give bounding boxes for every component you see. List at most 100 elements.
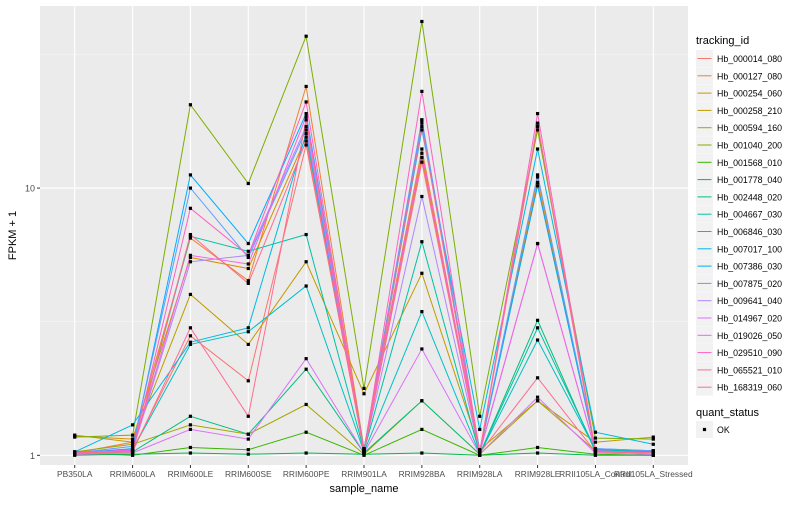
axes: 1 10 PB350LA RRIM600LA RRIM600LE RRIM600SE RRI… <box>25 184 693 479</box>
data-point <box>304 402 308 407</box>
data-point <box>73 451 77 455</box>
data-point <box>246 432 250 436</box>
x-tick-label: RRIM600LA <box>110 469 156 479</box>
data-point <box>130 444 135 448</box>
data-point <box>535 376 540 380</box>
data-point <box>246 452 250 456</box>
x-tick-label: RRIM600PE <box>283 469 330 479</box>
data-point <box>246 181 250 186</box>
data-point <box>420 240 424 244</box>
legend-item: Hb_004667_030 <box>696 205 782 223</box>
data-point <box>362 392 366 396</box>
data-point <box>304 131 308 136</box>
legend-label: Hb_006846_030 <box>717 227 782 237</box>
data-point <box>304 367 308 371</box>
data-point <box>535 147 540 151</box>
data-point <box>188 186 193 190</box>
data-point <box>130 437 135 441</box>
data-point <box>304 139 308 143</box>
data-point <box>304 143 308 147</box>
data-point <box>246 379 250 383</box>
data-point <box>304 128 308 132</box>
data-point <box>535 399 540 403</box>
data-point <box>246 279 250 283</box>
data-point <box>188 232 193 237</box>
legend-label: Hb_009641_040 <box>717 296 782 306</box>
legend-label: Hb_000258_210 <box>717 106 782 116</box>
data-point <box>188 340 193 344</box>
data-point <box>535 241 540 246</box>
data-point <box>535 445 540 450</box>
data-point <box>188 326 193 330</box>
data-point <box>420 156 424 160</box>
data-point <box>420 128 424 132</box>
legend-item: Hb_007875_020 <box>696 274 782 292</box>
data-point <box>304 135 308 139</box>
x-tick-label: RRIM928LA <box>457 469 503 479</box>
data-point <box>130 450 135 454</box>
data-point <box>246 249 250 253</box>
data-point <box>420 427 424 432</box>
y-axis-title: FPKM + 1 <box>7 211 19 260</box>
legend-item: Hb_007017_100 <box>696 240 782 258</box>
legend-label: Hb_019026_050 <box>717 331 782 341</box>
data-point <box>188 260 193 264</box>
data-point <box>478 427 482 432</box>
data-point <box>246 281 250 285</box>
data-point <box>246 414 250 418</box>
data-point <box>535 184 540 188</box>
data-point <box>420 118 424 122</box>
data-point <box>593 453 598 457</box>
legend-label: Hb_001040_200 <box>717 141 782 151</box>
data-point <box>304 115 308 119</box>
data-point <box>593 450 598 454</box>
data-point <box>651 449 655 453</box>
legend-label: Hb_000014_080 <box>717 54 782 64</box>
data-point <box>188 173 193 177</box>
data-point <box>304 451 308 455</box>
data-point <box>304 260 308 264</box>
x-axis-title: sample_name <box>329 483 398 495</box>
data-point <box>593 440 598 444</box>
data-point <box>246 330 250 334</box>
y-tick-label: 10 <box>25 184 35 194</box>
data-point <box>362 450 366 454</box>
legend-label: Hb_029510_090 <box>717 348 782 358</box>
data-point <box>188 255 193 260</box>
legend-label: Hb_014967_020 <box>717 314 782 324</box>
data-point <box>535 338 540 342</box>
data-point <box>246 342 250 347</box>
x-tick-label: RRIM901LA <box>341 469 387 479</box>
data-point <box>535 128 540 132</box>
data-point <box>130 440 135 444</box>
data-point <box>420 121 424 125</box>
data-point <box>651 442 655 446</box>
data-point <box>246 255 250 260</box>
legend-label: Hb_065521_010 <box>717 365 782 375</box>
legend-item: Hb_000014_080 <box>696 50 782 67</box>
data-point <box>188 234 193 238</box>
data-point <box>246 241 250 246</box>
legend-label: Hb_007017_100 <box>717 244 782 254</box>
data-point <box>420 151 424 155</box>
data-point <box>420 89 424 93</box>
data-point <box>188 423 193 427</box>
legend-label: Hb_001778_040 <box>717 175 782 185</box>
data-point <box>188 342 193 347</box>
legend-item: Hb_014967_020 <box>696 309 782 327</box>
data-points <box>73 19 655 457</box>
data-point <box>535 451 540 455</box>
legend-item: Hb_006846_030 <box>696 223 782 240</box>
data-point <box>420 147 424 151</box>
legend-item: Hb_065521_010 <box>696 361 782 379</box>
data-point <box>535 175 540 179</box>
legend-label: Hb_000254_060 <box>717 89 782 99</box>
legend-label: Hb_007386_030 <box>717 262 782 272</box>
legend-label: Hb_168319_060 <box>717 383 782 393</box>
data-point <box>535 121 540 125</box>
data-point <box>535 395 540 399</box>
data-point <box>246 266 250 271</box>
square-shape-icon <box>702 427 707 432</box>
data-point <box>304 84 308 89</box>
